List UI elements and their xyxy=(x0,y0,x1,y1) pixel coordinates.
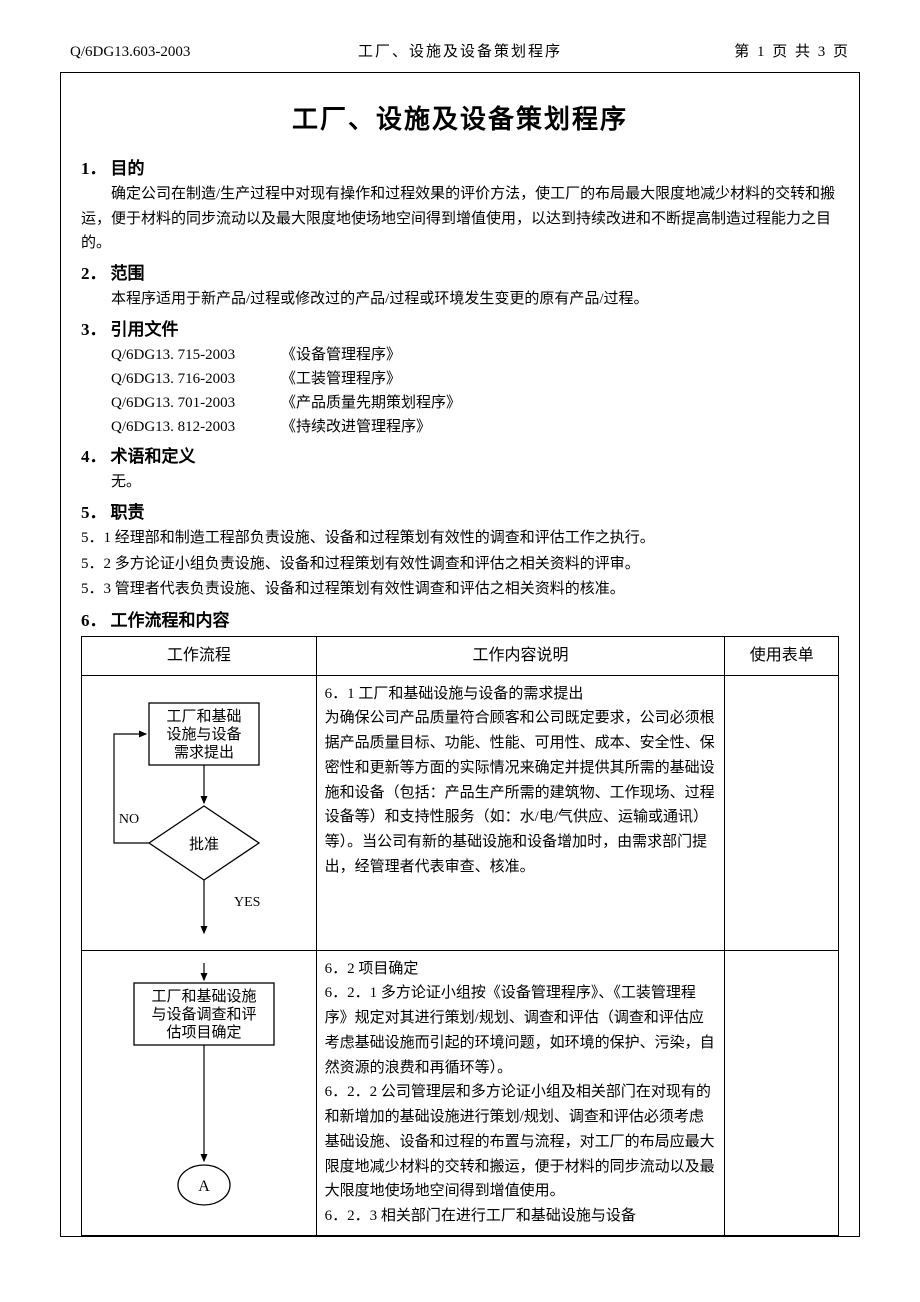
section-6-heading: 6．工作流程和内容 xyxy=(81,607,839,634)
document-body: 工厂、设施及设备策划程序 1．目的 确定公司在制造/生产过程中对现有操作和过程效… xyxy=(60,72,860,1237)
reference-list: Q/6DG13. 715-2003 《设备管理程序》 Q/6DG13. 716-… xyxy=(81,343,839,439)
section-5-label: 职责 xyxy=(111,503,145,522)
desc-cell-2: 6．2 项目确定 6．2．1 多方论证小组按《设备管理程序》、《工装管理程序》规… xyxy=(316,950,725,1235)
header-doc-title: 工厂、设施及设备策划程序 xyxy=(306,40,613,64)
reference-row: Q/6DG13. 716-2003 《工装管理程序》 xyxy=(111,367,839,391)
reference-title: 《持续改进管理程序》 xyxy=(281,415,431,439)
flow1-no-label: NO xyxy=(119,812,139,827)
duty-line: 5．2 多方论证小组负责设施、设备和过程策划有效性调查和评估之相关资料的评审。 xyxy=(81,552,839,578)
section-5-num: 5． xyxy=(81,503,107,522)
section-2-num: 2． xyxy=(81,264,107,283)
reference-code: Q/6DG13. 716-2003 xyxy=(111,367,281,391)
flow1-box-l2: 设施与设备 xyxy=(166,726,241,743)
reference-title: 《工装管理程序》 xyxy=(281,367,401,391)
section-2-label: 范围 xyxy=(111,264,145,283)
flow-cell-1: 工厂和基础 设施与设备 需求提出 批准 NO YES xyxy=(82,675,317,950)
flow1-box-l3: 需求提出 xyxy=(174,744,234,761)
reference-row: Q/6DG13. 812-2003 《持续改进管理程序》 xyxy=(111,415,839,439)
workflow-table: 工作流程 工作内容说明 使用表单 工厂和基础 设施与设备 需求提出 xyxy=(81,636,839,1236)
table-row: 工厂和基础 设施与设备 需求提出 批准 NO YES 6．1 xyxy=(82,675,839,950)
reference-row: Q/6DG13. 715-2003 《设备管理程序》 xyxy=(111,343,839,367)
flow2-box-l1: 工厂和基础设施 xyxy=(151,988,256,1005)
section-6-label: 工作流程和内容 xyxy=(111,611,230,630)
section-3-num: 3． xyxy=(81,320,107,339)
reference-title: 《设备管理程序》 xyxy=(281,343,401,367)
flow1-yes-label: YES xyxy=(234,895,260,910)
duty-line: 5．3 管理者代表负责设施、设备和过程策划有效性调查和评估之相关资料的核准。 xyxy=(81,577,839,603)
section-4-num: 4． xyxy=(81,447,107,466)
section-1-heading: 1．目的 xyxy=(81,155,839,182)
flow2-connector-label: A xyxy=(198,1178,210,1195)
header-page-label: 第 1 页 共 3 页 xyxy=(614,40,850,64)
document-title: 工厂、设施及设备策划程序 xyxy=(81,99,839,141)
form-cell-2 xyxy=(725,950,839,1235)
section-3-heading: 3．引用文件 xyxy=(81,316,839,343)
section-5-heading: 5．职责 xyxy=(81,499,839,526)
page-header: Q/6DG13.603-2003 工厂、设施及设备策划程序 第 1 页 共 3 … xyxy=(60,40,860,64)
section-6-num: 6． xyxy=(81,611,107,630)
section-3-label: 引用文件 xyxy=(111,320,179,339)
header-doc-code: Q/6DG13.603-2003 xyxy=(70,40,306,64)
section-2-heading: 2．范围 xyxy=(81,260,839,287)
desc-cell-1: 6．1 工厂和基础设施与设备的需求提出 为确保公司产品质量符合顾客和公司既定要求… xyxy=(316,675,725,950)
reference-code: Q/6DG13. 715-2003 xyxy=(111,343,281,367)
flowchart-2: 工厂和基础设施 与设备调查和评 估项目确定 A xyxy=(94,963,304,1223)
reference-code: Q/6DG13. 812-2003 xyxy=(111,415,281,439)
reference-code: Q/6DG13. 701-2003 xyxy=(111,391,281,415)
section-1-body: 确定公司在制造/生产过程中对现有操作和过程效果的评价方法，使工厂的布局最大限度地… xyxy=(81,182,839,256)
reference-title: 《产品质量先期策划程序》 xyxy=(281,391,461,415)
col-header-form: 使用表单 xyxy=(725,636,839,675)
flow1-decision-label: 批准 xyxy=(189,836,219,853)
section-4-heading: 4．术语和定义 xyxy=(81,443,839,470)
col-header-flow: 工作流程 xyxy=(82,636,317,675)
reference-row: Q/6DG13. 701-2003 《产品质量先期策划程序》 xyxy=(111,391,839,415)
col-header-desc: 工作内容说明 xyxy=(316,636,725,675)
flow2-box-l2: 与设备调查和评 xyxy=(151,1006,256,1023)
flowchart-1: 工厂和基础 设施与设备 需求提出 批准 NO YES xyxy=(94,688,304,938)
flow2-box-l3: 估项目确定 xyxy=(166,1024,241,1041)
flow1-box-l1: 工厂和基础 xyxy=(166,708,241,725)
flow-cell-2: 工厂和基础设施 与设备调查和评 估项目确定 A xyxy=(82,950,317,1235)
section-2-body: 本程序适用于新产品/过程或修改过的产品/过程或环境发生变更的原有产品/过程。 xyxy=(81,287,839,312)
duty-line: 5．1 经理部和制造工程部负责设施、设备和过程策划有效性的调查和评估工作之执行。 xyxy=(81,526,839,552)
table-header-row: 工作流程 工作内容说明 使用表单 xyxy=(82,636,839,675)
form-cell-1 xyxy=(725,675,839,950)
section-1-num: 1． xyxy=(81,159,107,178)
desc-1-text: 6．1 工厂和基础设施与设备的需求提出 为确保公司产品质量符合顾客和公司既定要求… xyxy=(325,682,717,880)
section-4-label: 术语和定义 xyxy=(111,447,196,466)
section-4-body: 无。 xyxy=(81,470,839,495)
table-row: 工厂和基础设施 与设备调查和评 估项目确定 A 6．2 项目确定 6．2．1 多… xyxy=(82,950,839,1235)
section-1-label: 目的 xyxy=(111,159,145,178)
desc-2-text: 6．2 项目确定 6．2．1 多方论证小组按《设备管理程序》、《工装管理程序》规… xyxy=(325,957,717,1229)
